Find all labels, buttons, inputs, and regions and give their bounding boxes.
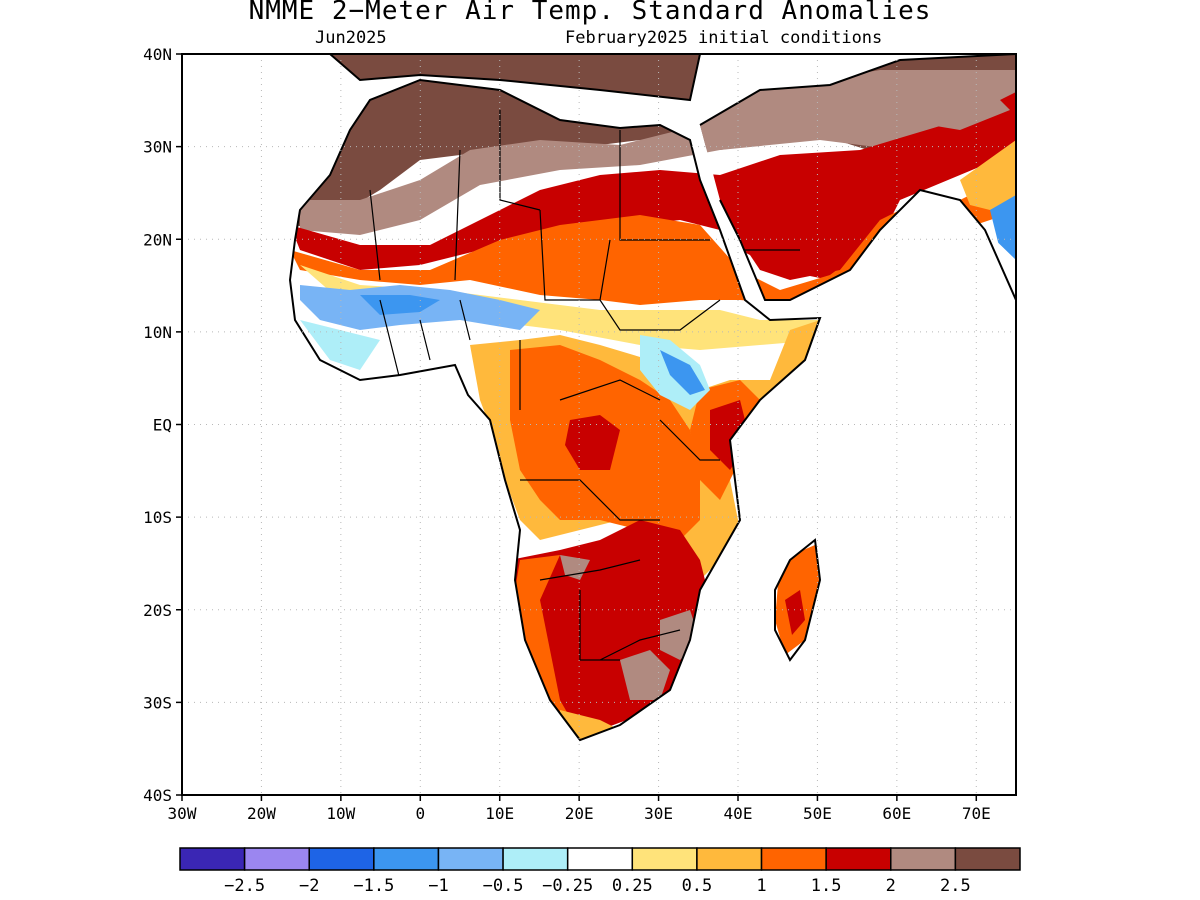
lat-tick-label: 40S	[143, 786, 172, 805]
lon-tick-label: 20W	[247, 804, 276, 823]
lat-tick-label: 30N	[143, 138, 172, 157]
forecast-month: Jun2025	[315, 28, 387, 48]
lon-tick-label: 30E	[644, 804, 673, 823]
lat-tick-label: EQ	[153, 416, 172, 435]
colorbar-label: −0.25	[542, 876, 593, 896]
colorbar-label: −2.5	[224, 876, 265, 896]
colorbar-swatch	[502, 847, 569, 871]
colorbar: −2.5 −2 −1.5 −1 −0.5 −0.25 0.25 0.5 1 1.5 2 2.5	[179, 847, 1021, 896]
initial-conditions: February2025 initial conditions	[565, 28, 883, 48]
colorbar-label: 1.5	[811, 876, 842, 896]
lat-tick-label: 20S	[143, 601, 172, 620]
colorbar-label: 0.5	[682, 876, 713, 896]
lon-tick-label: 40E	[724, 804, 753, 823]
colorbar-swatch	[696, 847, 763, 871]
colorbar-swatch	[373, 847, 440, 871]
colorbar-label: −1.5	[353, 876, 394, 896]
colorbar-swatch	[890, 847, 957, 871]
colorbar-label: −1	[428, 876, 448, 896]
colorbar-label: 2	[886, 876, 896, 896]
colorbar-swatch	[243, 847, 310, 871]
lon-tick-label: 30W	[168, 804, 197, 823]
colorbar-swatch	[954, 847, 1021, 871]
colorbar-swatch	[760, 847, 827, 871]
lat-tick-label: 10S	[143, 508, 172, 527]
lat-tick-label: 40N	[143, 45, 172, 64]
lon-tick-label: 0	[415, 804, 425, 823]
colorbar-label: 1	[756, 876, 766, 896]
colorbar-label: 2.5	[940, 876, 971, 896]
colorbar-swatch	[825, 847, 892, 871]
colorbar-swatch	[437, 847, 504, 871]
lon-tick-label: 10W	[326, 804, 355, 823]
lon-tick-label: 20E	[565, 804, 594, 823]
gridlines	[182, 54, 1016, 795]
lon-tick-label: 10E	[485, 804, 514, 823]
colorbar-swatch	[179, 847, 246, 871]
colorbar-swatch	[308, 847, 375, 871]
lat-tick-label: 30S	[143, 693, 172, 712]
colorbar-swatch	[566, 847, 634, 871]
latitude-axis: 40N 30N 20N 10N EQ 10S 20S 30S 40S	[143, 45, 182, 805]
lon-tick-label: 50E	[803, 804, 832, 823]
colorbar-label: −2	[299, 876, 319, 896]
colorbar-swatch	[631, 847, 698, 871]
lon-tick-label: 60E	[882, 804, 911, 823]
country-borders	[369, 110, 800, 661]
anomaly-field	[290, 54, 1016, 740]
colorbar-label: 0.25	[612, 876, 653, 896]
lon-tick-label: 70E	[962, 804, 991, 823]
map-title: NMME 2−Meter Air Temp. Standard Anomalie…	[248, 0, 932, 26]
longitude-axis: 30W 20W 10W 0 10E 20E 30E 40E 50E 60E 70E	[168, 795, 991, 823]
coastlines	[288, 54, 1016, 742]
lat-tick-label: 10N	[143, 323, 172, 342]
lat-tick-label: 20N	[143, 230, 172, 249]
colorbar-label: −0.5	[483, 876, 524, 896]
